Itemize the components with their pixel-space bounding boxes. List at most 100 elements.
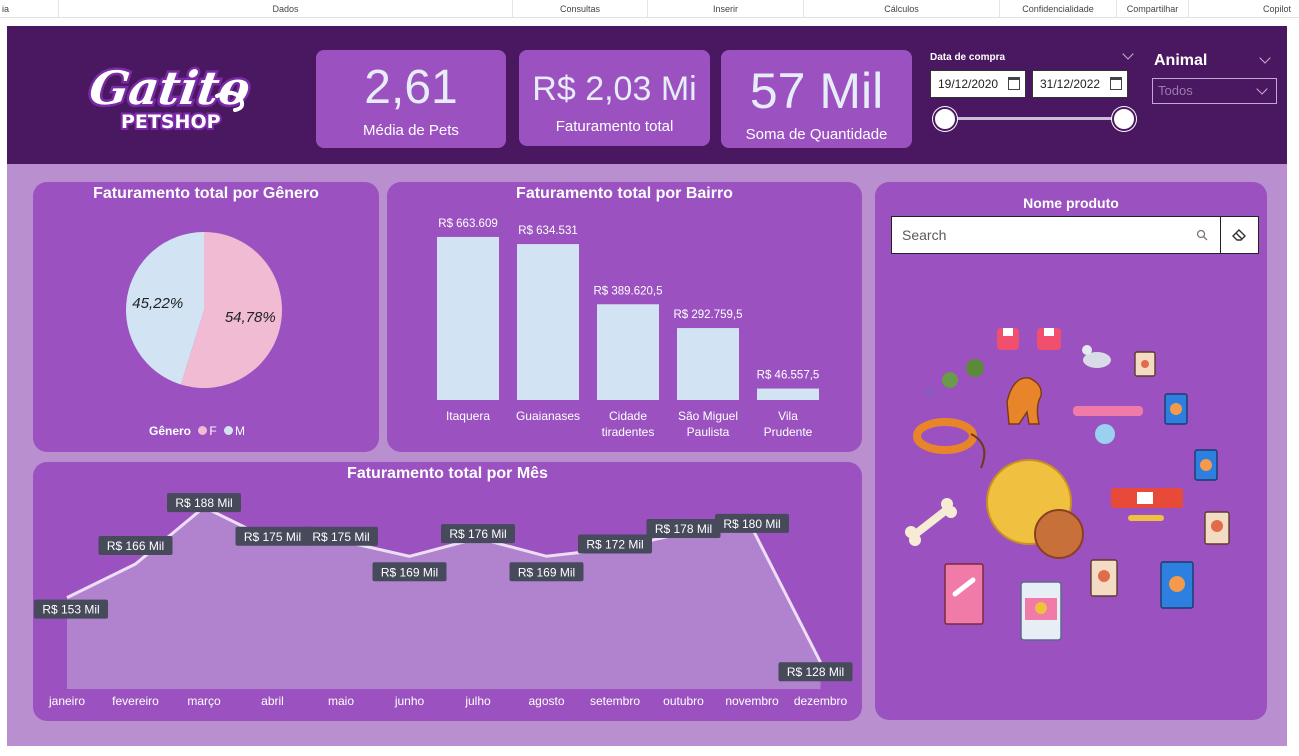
point-data-label: R$ 153 Mil — [42, 603, 99, 617]
dog-icon — [1006, 377, 1042, 425]
panel-mes: Faturamento total por Mês janeiro feverei… — [33, 462, 862, 721]
month-axis-label: maio — [328, 694, 354, 708]
month-axis-label: fevereiro — [112, 694, 159, 708]
month-axis-label: novembro — [725, 694, 779, 708]
leash-collar-icon — [913, 418, 986, 469]
cat-food-bag-icon — [1164, 393, 1188, 425]
animal-dropdown-value: Todos — [1158, 83, 1193, 98]
bar[interactable] — [677, 328, 739, 400]
point-data-label: R$ 188 Mil — [175, 496, 232, 510]
point-label-box — [778, 662, 853, 682]
eraser-icon — [1232, 229, 1246, 241]
legend-item-m[interactable]: M — [235, 424, 246, 438]
header-band: Gatito PETSHOP 2,61 Média de Pets R$ 2,0… — [7, 26, 1287, 164]
point-data-label: R$ 180 Mil — [723, 517, 780, 531]
pet-coat-icon — [1037, 328, 1061, 350]
clear-selection-button[interactable] — [1221, 216, 1259, 254]
gatito-logo: Gatito PETSHOP — [85, 59, 255, 135]
pie-slice-f[interactable] — [180, 232, 282, 388]
cat-food-bag-icon — [1194, 449, 1218, 481]
search-icon[interactable] — [1196, 229, 1208, 241]
small-cage-icon — [925, 359, 984, 397]
spiky-ball-icon — [986, 459, 1084, 559]
produto-search-input[interactable]: Search — [891, 216, 1221, 254]
pie-title: Faturamento total por Gênero — [93, 185, 319, 202]
calendar-icon[interactable] — [1008, 77, 1020, 90]
point-label-box — [98, 536, 173, 556]
date-slicer-chevron-icon[interactable] — [1122, 48, 1134, 60]
date-end-input[interactable]: 31/12/2022 — [1032, 70, 1128, 98]
report-canvas: Gatito PETSHOP 2,61 Média de Pets R$ 2,0… — [7, 26, 1287, 746]
point-data-label: R$ 169 Mil — [518, 565, 575, 579]
kpi-faturamento[interactable]: R$ 2,03 Mi Faturamento total — [519, 50, 710, 146]
pie-legend-title: Gênero — [149, 424, 192, 438]
kpi-quantidade[interactable]: 57 Mil Soma de Quantidade — [721, 50, 912, 148]
legend-f-swatch — [198, 426, 208, 436]
month-axis-label: agosto — [528, 694, 564, 708]
animal-dropdown[interactable]: Todos — [1152, 78, 1277, 104]
bar[interactable] — [597, 304, 659, 400]
date-slider-end-handle[interactable] — [1112, 107, 1136, 131]
date-slicer-title: Data de compra — [930, 52, 1006, 63]
logo-sub-text: PETSHOP — [121, 111, 221, 133]
kpi-quantidade-value: 57 Mil — [749, 63, 884, 119]
date-end-value: 31/12/2022 — [1040, 77, 1101, 91]
month-axis-label: abril — [261, 694, 284, 708]
kpi-faturamento-value: R$ 2,03 Mi — [532, 70, 697, 108]
panel-bairro: Faturamento total por Bairro R$ 663.609 I… — [387, 182, 862, 452]
point-data-label: R$ 128 Mil — [787, 665, 844, 679]
animal-slicer-chevron-icon[interactable] — [1259, 52, 1271, 64]
ribbon-tab-calculos[interactable]: Cálculos — [803, 0, 999, 18]
bar[interactable] — [757, 388, 819, 400]
pie-slice-m[interactable] — [126, 232, 204, 385]
bar-category-label: tiradentes — [602, 425, 655, 439]
date-slider-track[interactable] — [945, 117, 1125, 120]
ribbon-tab-inserir[interactable]: Inserir — [647, 0, 803, 18]
pie-chart[interactable]: 54,78% 45,22% — [33, 182, 379, 452]
bar-category-label: Guaianases — [516, 409, 580, 423]
ribbon-tab-partial[interactable]: ia — [2, 4, 10, 14]
point-data-label: R$ 169 Mil — [381, 565, 438, 579]
month-axis-label: dezembro — [794, 694, 848, 708]
point-label-box — [509, 562, 584, 582]
pet-coat-icon — [997, 328, 1019, 350]
pet-products-illustration — [905, 328, 1230, 641]
pink-collar-icon — [1073, 406, 1143, 444]
bone-icon — [905, 498, 957, 546]
point-data-label: R$ 175 Mil — [244, 530, 301, 544]
mes-area-chart[interactable]: janeiro fevereiro março abril maio junho julho… — [33, 462, 862, 721]
month-axis-label: junho — [394, 694, 425, 708]
date-slider-start-handle[interactable] — [933, 107, 957, 131]
point-label-box — [646, 519, 721, 539]
kpi-media-pets[interactable]: 2,61 Média de Pets — [316, 50, 506, 148]
ribbon-tab-consultas[interactable]: Consultas — [512, 0, 647, 18]
panel-genero: Faturamento total por Gênero 54,78% 45,22… — [33, 182, 379, 452]
bar[interactable] — [437, 236, 499, 400]
point-data-label: R$ 172 Mil — [586, 538, 643, 552]
ribbon-tab-dados[interactable]: Dados — [58, 0, 512, 18]
ribbon-tab-confidencialidade[interactable]: Confidencialidade — [999, 0, 1116, 18]
point-label-box — [34, 599, 108, 619]
bairro-bar-chart[interactable]: R$ 663.609 Itaquera R$ 634.531 Guaianases R$… — [387, 182, 862, 452]
legend-item-f[interactable]: F — [209, 424, 217, 438]
point-label-box — [235, 526, 310, 546]
logo-swirl — [215, 90, 245, 112]
food-can-icon — [1020, 581, 1062, 641]
point-label-box — [304, 526, 378, 546]
date-start-input[interactable]: 19/12/2020 — [930, 70, 1026, 98]
calendar-icon[interactable] — [1110, 77, 1122, 90]
ribbon-bar: ia Dados Consultas Inserir Cálculos Conf… — [0, 0, 1299, 18]
point-data-label: R$ 166 Mil — [107, 539, 164, 553]
ribbon-tab-copilot[interactable]: Copilot — [1188, 0, 1299, 18]
animal-slicer-title: Animal — [1154, 52, 1208, 69]
treats-bag-icon — [944, 563, 984, 625]
kpi-media-pets-label: Média de Pets — [363, 122, 459, 139]
ribbon-tab-compartilhar[interactable]: Compartilhar — [1116, 0, 1188, 18]
bar[interactable] — [517, 244, 579, 400]
date-start-value: 19/12/2020 — [938, 77, 999, 91]
point-data-label: R$ 175 Mil — [312, 530, 369, 544]
food-bag-icon — [1204, 511, 1230, 545]
search-placeholder: Search — [902, 227, 947, 243]
kpi-faturamento-label: Faturamento total — [555, 118, 674, 135]
mouse-toy-icon — [1082, 345, 1111, 368]
